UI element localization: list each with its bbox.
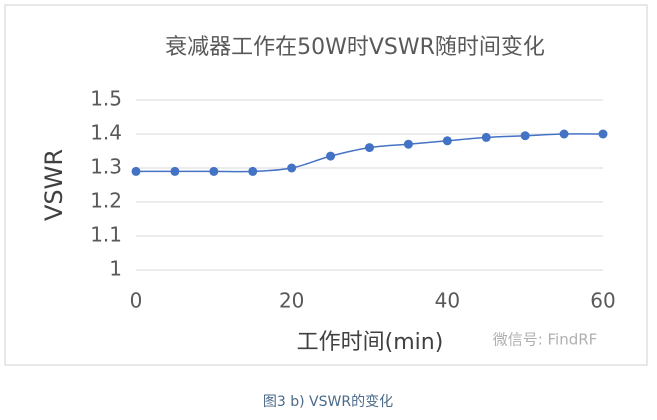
y-tick-label: 1 [109, 257, 122, 281]
data-point [248, 166, 258, 176]
data-point [559, 129, 569, 139]
x-tick-label: 60 [590, 289, 615, 313]
y-tick-label: 1.5 [90, 87, 122, 111]
caption: 图3 b) VSWR的变化 [263, 394, 393, 410]
data-point [326, 151, 336, 161]
x-tick-label: 0 [130, 289, 143, 313]
chart-frame [4, 4, 648, 366]
x-axis-label: 工作时间(min) [297, 330, 444, 355]
x-tick-label: 20 [279, 289, 304, 313]
y-tick-label: 1.3 [90, 155, 122, 179]
data-point [442, 136, 452, 146]
data-point [131, 166, 141, 176]
data-point [287, 163, 297, 173]
x-tick-label: 40 [435, 289, 460, 313]
data-point [170, 166, 180, 176]
watermark: 微信号: FindRF [493, 331, 598, 349]
data-point [209, 166, 219, 176]
y-tick-label: 1.2 [90, 189, 122, 213]
chart-title: 衰减器工作在50W时VSWR随时间变化 [165, 35, 545, 60]
data-point [598, 129, 608, 139]
data-point [520, 131, 530, 141]
y-tick-label: 1.1 [90, 223, 122, 247]
data-point [481, 132, 491, 142]
data-point [365, 143, 374, 153]
y-tick-label: 1.4 [90, 121, 122, 145]
data-point [403, 139, 413, 149]
y-axis-label: VSWR [40, 149, 68, 221]
